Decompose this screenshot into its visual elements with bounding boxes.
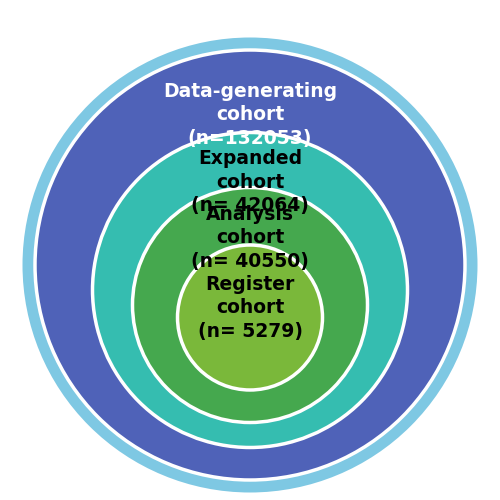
Text: Register
cohort
(n= 5279): Register cohort (n= 5279)	[198, 274, 302, 340]
Circle shape	[92, 132, 407, 448]
Text: Analysis
cohort
(n= 40550): Analysis cohort (n= 40550)	[191, 204, 309, 270]
Circle shape	[35, 50, 465, 480]
Circle shape	[132, 188, 368, 422]
Text: Data-generating
cohort
(n=132053): Data-generating cohort (n=132053)	[163, 82, 337, 148]
Circle shape	[22, 38, 477, 492]
Text: Expanded
cohort
(n= 42064): Expanded cohort (n= 42064)	[191, 150, 309, 216]
Circle shape	[178, 245, 322, 390]
